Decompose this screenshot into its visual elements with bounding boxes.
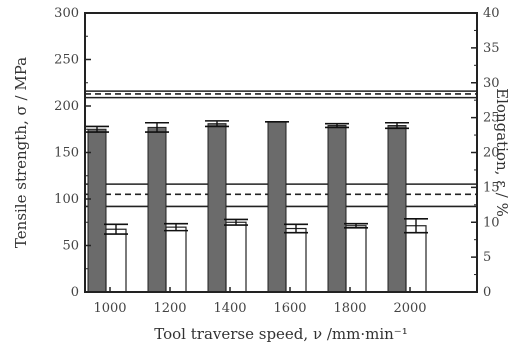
bars <box>85 120 428 293</box>
right-tick-label-5: 5 <box>483 250 491 265</box>
x-tick-label-1800: 1800 <box>333 301 366 316</box>
tensile-bar-1800 <box>327 125 347 293</box>
left-tick-label-200: 200 <box>54 99 79 114</box>
left-tick-label-150: 150 <box>54 146 79 161</box>
right-y-axis: 0 5 10 15 20 25 30 35 40 <box>471 6 500 300</box>
right-tick-label-20: 20 <box>483 146 500 161</box>
left-y-axis: 0 50 100 150 200 250 300 <box>54 6 91 300</box>
x-tick-label-1600: 1600 <box>273 301 306 316</box>
tensile-bar-1400 <box>207 123 227 293</box>
x-axis-title: Tool traverse speed, ν /mm·min⁻¹ <box>154 325 407 343</box>
right-tick-label-10: 10 <box>483 215 500 230</box>
right-y-axis-title: Elongation, ε / % <box>493 88 511 217</box>
x-tick-label-1200: 1200 <box>153 301 186 316</box>
left-tick-label-50: 50 <box>62 239 79 254</box>
x-tick-label-1400: 1400 <box>213 301 246 316</box>
elongation-bar-1400 <box>225 221 247 293</box>
right-tick-label-0: 0 <box>483 285 491 300</box>
right-tick-label-30: 30 <box>483 76 500 91</box>
left-tick-label-300: 300 <box>54 6 79 21</box>
left-y-axis-title: Tensile strength, σ / MPa <box>12 57 30 248</box>
x-tick-label-2000: 2000 <box>393 301 426 316</box>
tensile-bar-2000 <box>387 125 407 293</box>
elongation-bar-1000 <box>105 228 127 293</box>
elongation-bar-1200 <box>165 226 187 293</box>
elongation-bar-2000 <box>405 225 427 293</box>
elongation-bar-1600 <box>285 227 307 293</box>
left-tick-label-250: 250 <box>54 53 79 68</box>
x-tick-label-1000: 1000 <box>93 301 126 316</box>
tensile-bar-1200 <box>147 126 167 293</box>
tensile-bar-1000 <box>87 128 107 293</box>
elongation-bar-1800 <box>345 225 367 293</box>
right-tick-label-15: 15 <box>483 180 500 195</box>
right-tick-label-40: 40 <box>483 6 500 21</box>
left-tick-label-100: 100 <box>54 192 79 207</box>
left-tick-label-0: 0 <box>71 285 79 300</box>
right-tick-label-35: 35 <box>483 41 500 56</box>
tensile-bar-1600 <box>267 121 287 293</box>
right-tick-label-25: 25 <box>483 111 500 126</box>
x-axis: 1000 1200 1400 1600 1800 2000 <box>93 287 427 316</box>
